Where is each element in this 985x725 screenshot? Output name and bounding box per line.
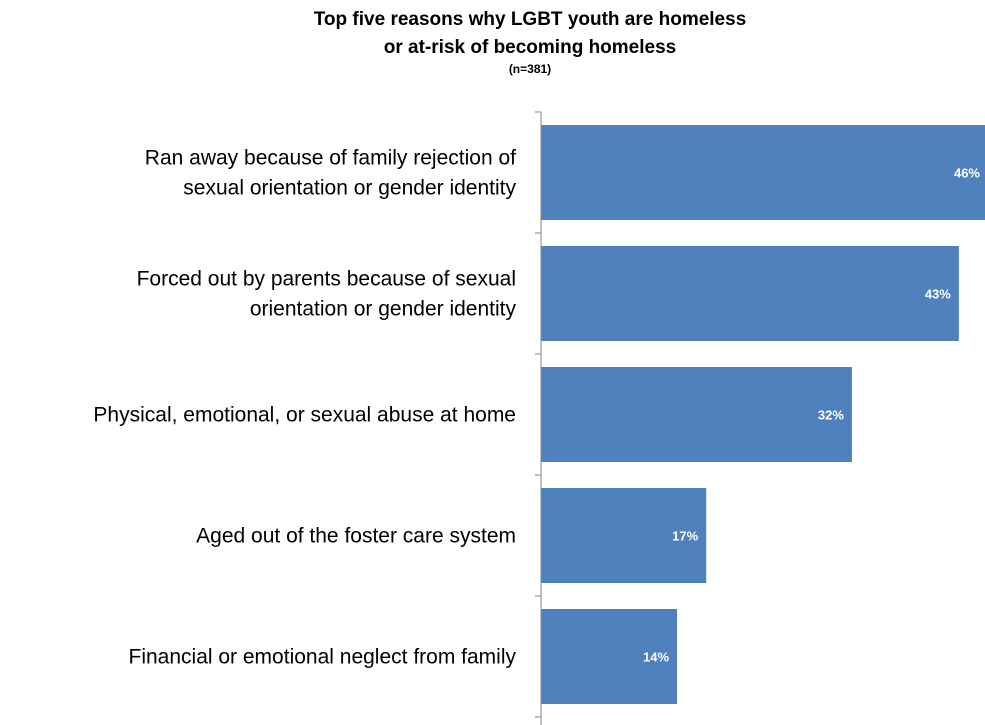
category-label: orientation or gender identity — [250, 298, 517, 321]
chart-title-line-1: Top five reasons why LGBT youth are home… — [313, 9, 747, 30]
category-label: Ran away because of family rejection of — [145, 147, 516, 170]
data-label: 17% — [672, 529, 698, 544]
data-label: 46% — [954, 166, 980, 181]
data-label: 32% — [818, 408, 844, 423]
chart-subtitle: (n=381) — [508, 62, 552, 76]
chart-title: Top five reasons why LGBT youth are home… — [0, 6, 985, 62]
data-label: 14% — [643, 650, 669, 665]
category-label: Financial or emotional neglect from fami… — [129, 646, 517, 669]
category-label: Aged out of the foster care system — [196, 525, 516, 548]
bar — [541, 367, 852, 462]
category-label: sexual orientation or gender identity — [183, 177, 516, 200]
chart-title-line-2: or at-risk of becoming homeless — [383, 37, 677, 58]
data-label: 43% — [925, 287, 951, 302]
bar — [541, 246, 959, 341]
bar — [541, 609, 678, 704]
category-label: Forced out by parents because of sexual — [137, 268, 516, 291]
bar — [541, 488, 707, 583]
bar — [541, 125, 985, 220]
category-label: Physical, emotional, or sexual abuse at … — [93, 404, 516, 427]
